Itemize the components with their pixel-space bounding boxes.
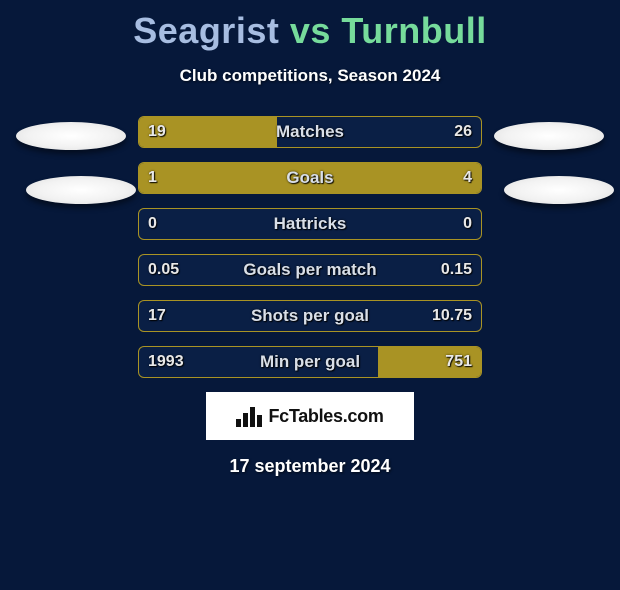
stat-left-value: 17 bbox=[138, 300, 176, 332]
stat-right-value: 4 bbox=[453, 162, 482, 194]
stat-right-value: 751 bbox=[435, 346, 482, 378]
vs-text: vs bbox=[290, 10, 331, 51]
player1-name: Seagrist bbox=[133, 10, 279, 51]
decorative-ellipse bbox=[494, 122, 604, 150]
stat-row: 14Goals bbox=[138, 162, 482, 194]
stat-bar-track bbox=[138, 208, 482, 240]
stat-left-value: 0 bbox=[138, 208, 167, 240]
decorative-ellipse bbox=[504, 176, 614, 204]
stat-left-value: 19 bbox=[138, 116, 176, 148]
stat-bar-track bbox=[138, 162, 482, 194]
subtitle: Club competitions, Season 2024 bbox=[0, 66, 620, 86]
stat-row: 00Hattricks bbox=[138, 208, 482, 240]
stat-left-value: 1993 bbox=[138, 346, 194, 378]
comparison-title: Seagrist vs Turnbull bbox=[0, 10, 620, 52]
decorative-ellipse bbox=[16, 122, 126, 150]
stat-row: 1993751Min per goal bbox=[138, 346, 482, 378]
stat-right-value: 0.15 bbox=[431, 254, 482, 286]
stat-bar-right bbox=[199, 163, 481, 193]
stat-right-value: 0 bbox=[453, 208, 482, 240]
brand-bars-icon bbox=[236, 405, 262, 427]
stat-row: 0.050.15Goals per match bbox=[138, 254, 482, 286]
stat-right-value: 10.75 bbox=[422, 300, 482, 332]
stat-right-value: 26 bbox=[444, 116, 482, 148]
player2-name: Turnbull bbox=[341, 10, 486, 51]
stat-row: 1926Matches bbox=[138, 116, 482, 148]
stat-left-value: 0.05 bbox=[138, 254, 189, 286]
brand-badge: FcTables.com bbox=[206, 392, 414, 440]
stat-left-value: 1 bbox=[138, 162, 167, 194]
brand-text: FcTables.com bbox=[268, 406, 383, 427]
stats-arena: 1926Matches14Goals00Hattricks0.050.15Goa… bbox=[10, 116, 610, 378]
decorative-ellipse bbox=[26, 176, 136, 204]
stat-bar-track bbox=[138, 116, 482, 148]
stat-row: 1710.75Shots per goal bbox=[138, 300, 482, 332]
footer-date: 17 september 2024 bbox=[0, 456, 620, 477]
